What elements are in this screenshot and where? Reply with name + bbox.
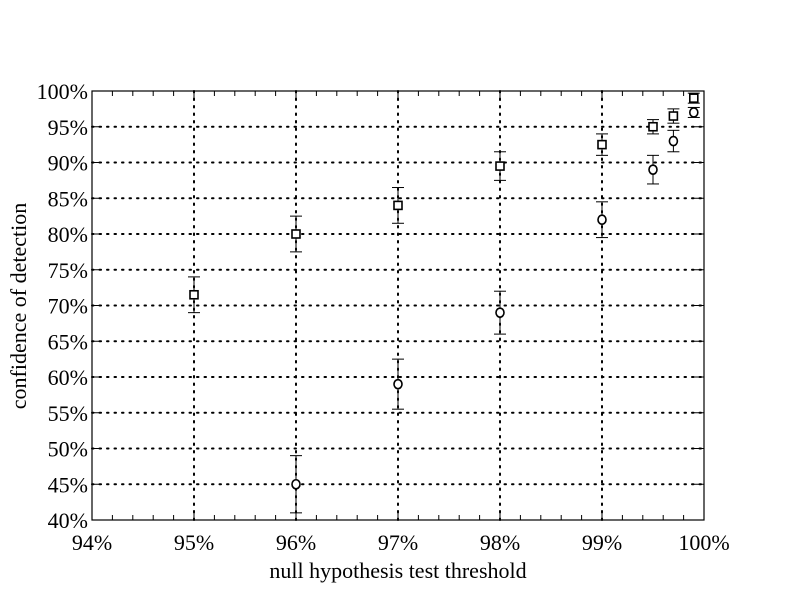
data-marks [188,92,700,514]
grid [91,90,705,521]
x-tick-label: 99% [582,530,622,555]
y-tick-label: 75% [48,258,88,283]
y-axis-label: confidence of detection [6,203,31,409]
y-tick-label: 50% [48,437,88,462]
circle-marker [688,107,699,118]
x-tick-label: 94% [72,530,112,555]
x-tick-label: 98% [480,530,520,555]
x-tick-label: 95% [174,530,214,555]
square-marker [291,229,301,239]
circle-marker [668,135,679,147]
plot-frame [91,90,705,521]
square-marker [393,200,403,211]
square-marker [495,161,505,171]
x-tick-label: 100% [678,530,729,555]
square-marker [597,139,607,150]
square-marker [189,289,199,300]
y-tick-label: 80% [48,222,88,247]
circle-marker [597,214,607,225]
circle-marker [648,164,658,175]
x-tick-label: 97% [378,530,418,555]
y-tick-label: 60% [48,365,88,390]
y-tick-label: 65% [48,329,88,354]
square-marker [688,93,699,103]
x-axis-label: null hypothesis test threshold [269,558,526,583]
y-tick-label: 55% [48,401,88,426]
y-tick-label: 90% [48,151,88,176]
y-tick-label: 45% [48,472,88,497]
x-tick-labels: 94% 95% 96% 97% 98% 99% 100% [72,530,730,555]
circle-marker [393,378,403,390]
y-tick-label: 100% [37,79,88,104]
y-tick-label: 85% [48,186,88,211]
square-marker [648,121,658,132]
y-tick-label: 40% [48,508,88,533]
y-tick-labels: 40% 45% 50% 55% 60% 65% 70% 75% 80% 85% 90% 95% 100% [37,79,88,533]
circle-marker [291,478,301,490]
x-tick-label: 96% [276,530,316,555]
y-tick-label: 95% [48,115,88,140]
square-marker [668,111,679,121]
circle-marker [495,307,505,318]
y-tick-label: 70% [48,294,88,319]
